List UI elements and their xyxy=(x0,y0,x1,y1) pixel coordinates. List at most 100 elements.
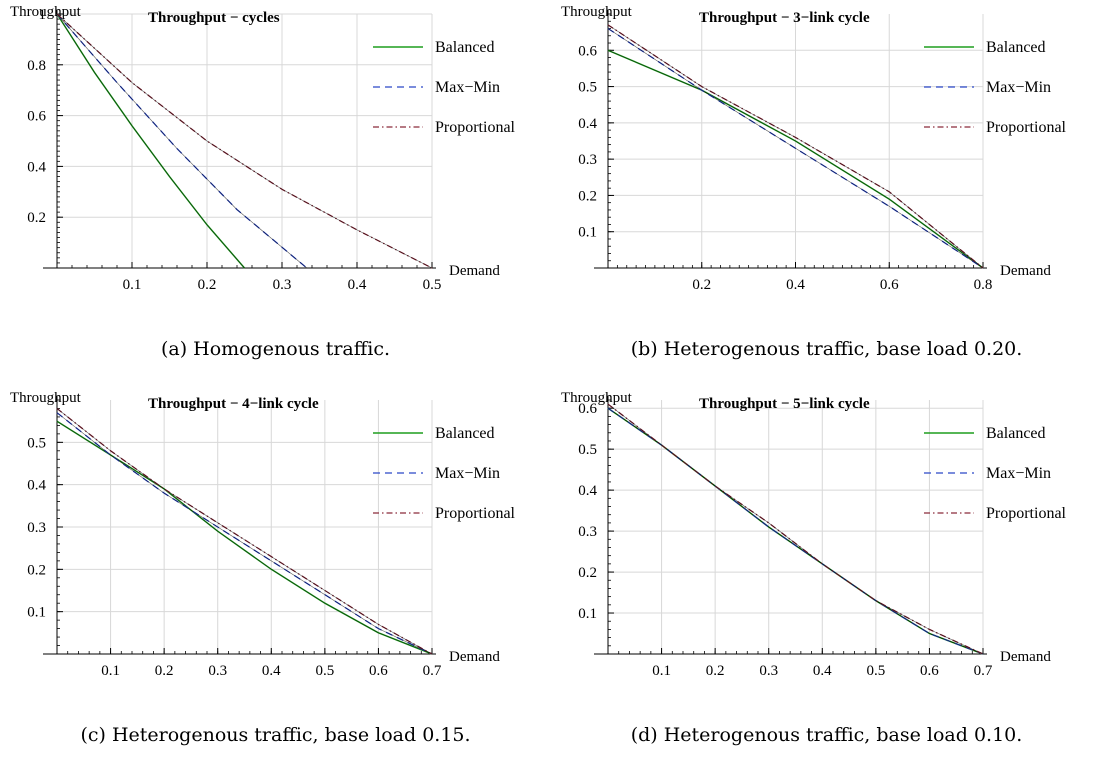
y-tick-label: 0.2 xyxy=(578,188,597,204)
series-line-proportional xyxy=(56,13,433,269)
series-envelope xyxy=(607,403,984,655)
x-tick-label: 0.1 xyxy=(101,663,120,679)
y-axis-label: Throughput xyxy=(561,4,633,20)
y-tick-label: 0.3 xyxy=(578,152,597,168)
chart-title: Throughput − cycles xyxy=(148,10,280,26)
chart-title: Throughput − 5−link cycle xyxy=(699,396,870,412)
x-tick-label: 0.2 xyxy=(692,277,711,293)
legend-label: Max−Min xyxy=(986,79,1051,96)
y-tick-label: 0.5 xyxy=(578,80,597,96)
y-tick-label: 1 xyxy=(39,7,47,23)
figure-caption: (a) Homogenous traffic. xyxy=(160,338,391,360)
series-line-max-min xyxy=(56,412,433,655)
x-tick-label: 0.5 xyxy=(866,663,885,679)
x-tick-label: 0.4 xyxy=(348,277,367,293)
chart-svg: 0.1 0.2 0.3 0.4 0.5 0.6 0.70.10.20.30.40.50.6T… xyxy=(561,390,1067,679)
series-envelope xyxy=(56,13,307,269)
legend-label: Proportional xyxy=(435,505,516,522)
series-envelope xyxy=(607,50,984,269)
y-tick-label: 0.1 xyxy=(578,225,597,241)
y-tick-label: 0.1 xyxy=(27,605,46,621)
legend-label: Proportional xyxy=(986,505,1067,522)
y-tick-label: 0.3 xyxy=(27,520,46,536)
legend-label: Max−Min xyxy=(435,79,500,96)
series-line-max-min xyxy=(56,13,308,269)
x-tick-label: 0.6 xyxy=(369,663,388,679)
series-envelope xyxy=(56,412,433,655)
legend-label: Balanced xyxy=(986,39,1046,56)
figure-caption: (b) Heterogenous traffic, base load 0.20… xyxy=(630,338,1023,360)
x-tick-label: 0.3 xyxy=(273,277,292,293)
series-line-balanced xyxy=(56,420,433,655)
x-tick-label: 0.7 xyxy=(423,663,442,679)
series-line-balanced xyxy=(56,13,246,269)
legend-label: Balanced xyxy=(435,39,495,56)
x-tick-label: 0.1 xyxy=(652,663,671,679)
x-axis-label: Demand xyxy=(1000,649,1051,665)
series-envelope xyxy=(607,24,984,269)
chart-svg: 0.2 0.4 0.6 0.8 0.1 0.2 0.3 0.4 0.5 0.6 Throughput… xyxy=(561,4,1067,293)
x-tick-label: 0.3 xyxy=(759,663,778,679)
x-tick-label: 0.4 xyxy=(262,663,281,679)
x-tick-label: 0.1 xyxy=(123,277,142,293)
figure-caption: (d) Heterogenous traffic, base load 0.10… xyxy=(630,724,1023,746)
y-axis-label: Throughput xyxy=(10,4,82,20)
series-envelope xyxy=(56,13,245,269)
y-tick-label: 0.5 xyxy=(578,442,597,458)
plot-area: 0.1 0.2 0.3 0.4 0.5 0.6 0.70.10.20.30.40.50.6T… xyxy=(561,390,1067,679)
y-tick-label: 0.4 xyxy=(27,159,46,175)
x-tick-label: 0.3 xyxy=(208,663,227,679)
legend-label: Proportional xyxy=(435,119,516,136)
legend-label: Max−Min xyxy=(435,465,500,482)
plot-area: 0.2 0.4 0.6 0.8 0.1 0.2 0.3 0.4 0.5 0.6 Throughput… xyxy=(561,4,1067,293)
x-tick-label: 0.5 xyxy=(315,663,334,679)
y-tick-label: 0.2 xyxy=(27,210,46,226)
y-tick-label: 0.6 xyxy=(27,109,46,125)
x-axis-label: Demand xyxy=(1000,263,1051,279)
x-tick-label: 0.2 xyxy=(198,277,217,293)
y-tick-label: 0.2 xyxy=(27,562,46,578)
legend-label: Max−Min xyxy=(986,465,1051,482)
chart-title: Throughput − 3−link cycle xyxy=(699,10,870,26)
y-tick-label: 0.4 xyxy=(578,116,597,132)
chart-title: Throughput − 4−link cycle xyxy=(148,396,319,412)
legend-label: Balanced xyxy=(435,425,495,442)
chart-panel-4-link: 0.1 0.2 0.3 0.4 0.5 0.6 0.7 0.1 0.2 0.3 0.4 0.5 Thro… xyxy=(0,386,551,772)
legend-label: Proportional xyxy=(986,119,1067,136)
y-tick-label: 0.3 xyxy=(578,524,597,540)
x-axis-label: Demand xyxy=(449,263,500,279)
x-tick-label: 0.8 xyxy=(974,277,993,293)
x-tick-label: 0.6 xyxy=(920,663,939,679)
legend-label: Balanced xyxy=(986,425,1046,442)
plot-area: 0.1 0.2 0.3 0.4 0.5 0.6 0.7 0.1 0.2 0.3 0.4 0.5 Thro… xyxy=(10,390,516,679)
chart-panel-cycles: 0.1 0.2 0.3 0.4 0.5 0.2 0.4 0.6 0.8 1 Throughput De… xyxy=(0,0,551,386)
x-tick-label: 0.4 xyxy=(813,663,832,679)
y-axis-label: Throughput xyxy=(561,390,633,406)
x-tick-label: 0.7 xyxy=(974,663,993,679)
chart-panel-5-link: 0.1 0.2 0.3 0.4 0.5 0.6 0.7 0.1 0.2 0.3 0.4 0.5 0.6 T… xyxy=(551,386,1102,772)
figure-caption: (c) Heterogenous traffic, base load 0.15… xyxy=(80,724,471,746)
series-line-proportional xyxy=(607,403,984,655)
y-tick-label: 0.4 xyxy=(27,478,46,494)
x-tick-label: 0.5 xyxy=(423,277,442,293)
y-axis-label: Throughput xyxy=(10,390,82,406)
x-tick-label: 0.2 xyxy=(706,663,725,679)
x-tick-label: 0.6 xyxy=(880,277,899,293)
x-tick-label: 0.2 xyxy=(155,663,174,679)
series-envelope xyxy=(56,408,433,655)
y-tick-label: 0.4 xyxy=(578,483,597,499)
x-tick-label: 0.4 xyxy=(786,277,805,293)
y-tick-label: 0.1 xyxy=(578,606,597,622)
y-tick-label: 0.6 xyxy=(578,43,597,59)
y-tick-label: 0.2 xyxy=(578,565,597,581)
series-line-proportional xyxy=(56,407,433,655)
y-tick-label: 0.6 xyxy=(578,401,597,417)
y-tick-label: 0.8 xyxy=(27,58,46,74)
x-axis-label: Demand xyxy=(449,649,500,665)
y-tick-label: 0.5 xyxy=(27,435,46,451)
series-envelope xyxy=(56,13,433,269)
chart-panel-3-link: 0.2 0.4 0.6 0.8 0.1 0.2 0.3 0.4 0.5 0.6 Throughput… xyxy=(551,0,1102,386)
chart-svg: 0.1 0.2 0.3 0.4 0.5 0.6 0.7 0.1 0.2 0.3 0.4 0.5 Thro… xyxy=(10,390,516,679)
